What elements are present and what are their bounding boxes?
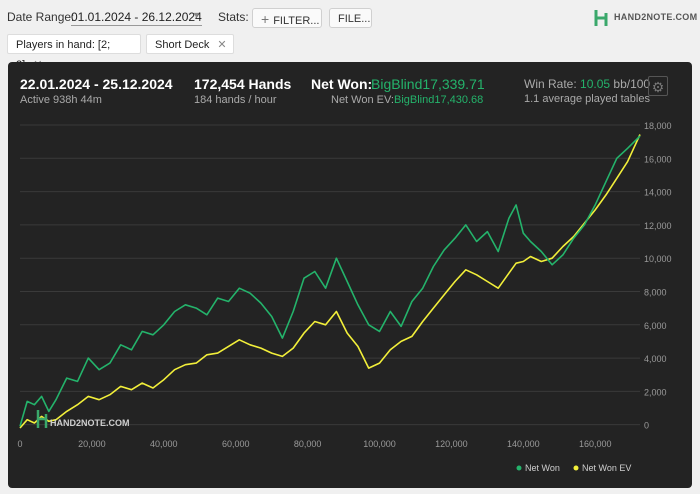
watermark-icon (36, 410, 48, 428)
hand2note-logo: HAND2NOTE.COM (594, 9, 697, 27)
series-line (19, 135, 641, 427)
net-won-ev-value: BigBlind17,430.68 (394, 94, 484, 106)
stats-label: Stats: (218, 10, 249, 24)
y-tick-label: 12,000 (644, 221, 672, 231)
close-icon[interactable]: ✕ (217, 39, 227, 51)
y-tick-label: 10,000 (644, 254, 672, 264)
y-tick-label: 18,000 (644, 121, 672, 131)
average-tables: 1.1 average played tables (524, 93, 650, 105)
logo-icon (594, 10, 608, 26)
net-won-label: Net Won: (311, 76, 373, 92)
x-tick-label: 140,000 (507, 439, 540, 449)
series-line (19, 134, 641, 429)
x-tick-label: 0 (17, 439, 22, 449)
date-range-picker[interactable]: 01.01.2024 - 26.12.2024 (71, 10, 202, 26)
win-rate-unit: bb/100 (613, 77, 651, 91)
legend-marker (516, 465, 522, 471)
gear-icon[interactable]: ⚙ (648, 76, 668, 96)
win-rate-label: Win Rate: (524, 77, 577, 91)
net-won-ev-label: Net Won EV: (331, 94, 394, 106)
filter-chip-short-deck[interactable]: Short Deck ✕ (146, 34, 234, 54)
active-time: Active 938h 44m (20, 94, 102, 106)
logo-text: HAND2NOTE.COM (614, 12, 698, 22)
legend-item: Net Won EV (582, 463, 631, 473)
legend-marker (573, 465, 579, 471)
win-rate-value: 10.05 (580, 77, 611, 91)
filter-chip-label: Short Deck (155, 39, 210, 51)
date-range-label: Date Range: (7, 10, 75, 24)
y-tick-label: 8,000 (644, 287, 667, 297)
filter-button[interactable]: + FILTER... (252, 8, 322, 28)
x-tick-label: 160,000 (579, 439, 612, 449)
x-tick-label: 20,000 (78, 439, 106, 449)
y-tick-label: 0 (644, 421, 649, 431)
hands-per-hour: 184 hands / hour (194, 94, 277, 106)
watermark: HAND2NOTE.COM (36, 410, 130, 428)
period: 22.01.2024 - 25.12.2024 (20, 76, 173, 92)
filter-button-label: FILTER... (273, 15, 320, 27)
y-tick-label: 4,000 (644, 354, 667, 364)
hands-count: 172,454 Hands (194, 76, 292, 92)
y-tick-label: 16,000 (644, 154, 672, 164)
x-tick-label: 120,000 (435, 439, 468, 449)
watermark-text: HAND2NOTE.COM (50, 418, 130, 428)
x-tick-label: 80,000 (294, 439, 322, 449)
x-tick-label: 40,000 (150, 439, 178, 449)
chevron-down-icon[interactable]: ▼ (192, 10, 201, 20)
y-tick-label: 2,000 (644, 387, 667, 397)
x-tick-label: 60,000 (222, 439, 250, 449)
plus-icon: + (261, 11, 270, 27)
y-tick-label: 6,000 (644, 321, 667, 331)
net-won-value: BigBlind17,339.71 (371, 76, 485, 92)
report-panel (8, 62, 692, 488)
legend-item: Net Won (525, 463, 560, 473)
y-tick-label: 14,000 (644, 188, 672, 198)
win-rate: Win Rate: 10.05 bb/100 (524, 77, 650, 91)
file-button[interactable]: FILE... (329, 8, 372, 28)
x-tick-label: 100,000 (363, 439, 396, 449)
